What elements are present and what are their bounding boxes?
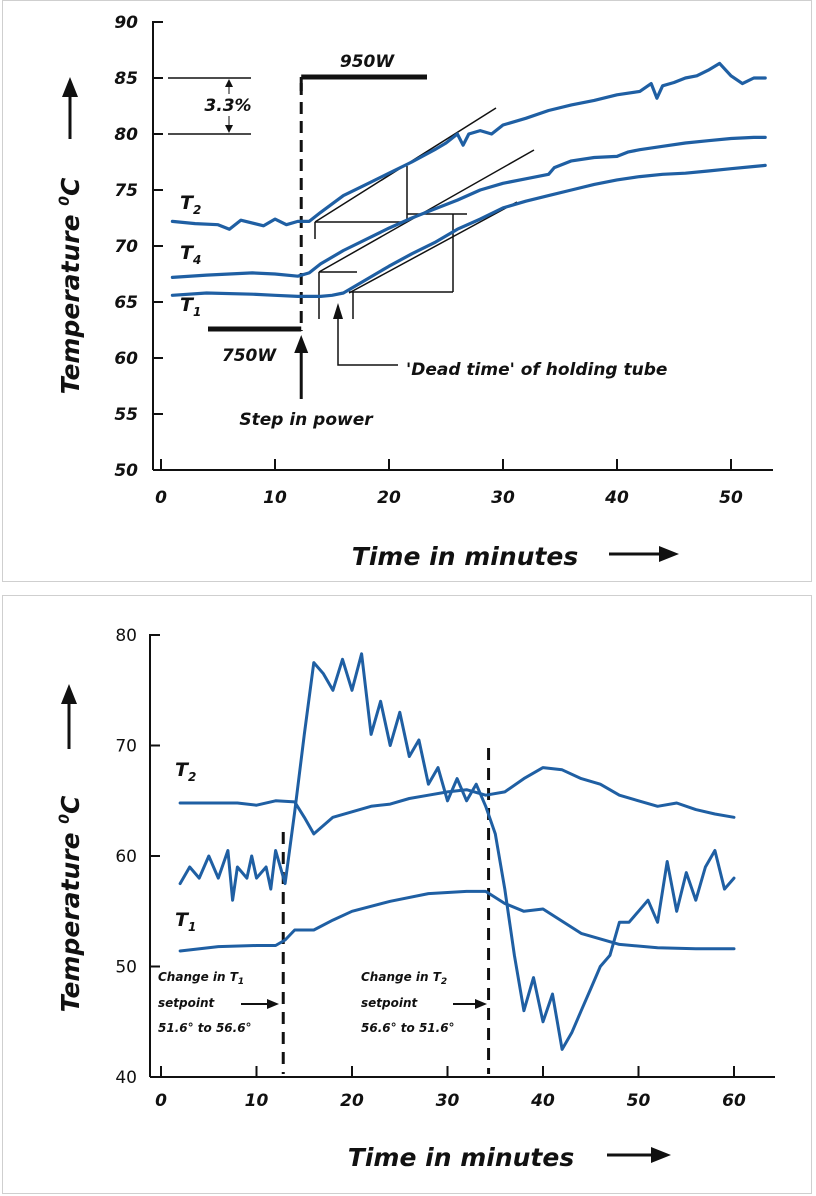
band-arrow-up	[225, 79, 233, 87]
series-label-t2: T2	[175, 759, 196, 784]
step-arrow-head	[294, 335, 309, 353]
dead-time-leader	[337, 319, 398, 366]
x-tick-label: 10	[245, 1091, 269, 1111]
y-axis-arrow-head	[62, 77, 78, 97]
x-axis-title: Time in minutes	[348, 1143, 574, 1172]
change1-line1: Change in T1	[158, 970, 244, 987]
band-label-bg	[199, 94, 257, 116]
y-axis-arrow-head	[61, 684, 77, 704]
setpoint-arrow-1-head	[267, 999, 279, 1009]
x-tick-label: 0	[155, 488, 167, 508]
top-chart-panel: 90 85 80 75 70 65 60 55 50 0 10 20 30 40 50 Time in mi…	[2, 0, 812, 582]
y-tick-label: 70	[114, 237, 138, 257]
dead-time-label: 'Dead time' of holding tube	[406, 360, 667, 380]
y-tick-label: 60	[115, 847, 137, 867]
series-line-t2	[178, 766, 736, 836]
x-tick-label: 0	[155, 1091, 167, 1111]
y-tick-label: 50	[114, 461, 138, 481]
y-tick-label: 75	[114, 181, 138, 201]
y-tick-label: 85	[114, 69, 138, 89]
y-tick-label: 70	[115, 737, 137, 757]
change2-line2: setpoint	[361, 996, 419, 1010]
x-tick-label: 40	[604, 488, 629, 508]
change2-line1: Change in T2	[361, 970, 447, 987]
y-axis-title: Temperature 0C	[56, 177, 85, 394]
y-tick-label: 80	[115, 626, 137, 646]
x-tick-label: 50	[719, 488, 743, 508]
x-tick-label: 30	[436, 1091, 460, 1111]
band-arrow-down	[225, 125, 233, 133]
y-tick-label: 80	[114, 125, 138, 145]
x-tick-label: 40	[530, 1091, 555, 1111]
power-low-label: 750W	[222, 346, 277, 366]
y-tick-label: 50	[115, 958, 137, 978]
step-label: Step in power	[239, 410, 374, 430]
y-tick-label: 40	[115, 1068, 137, 1088]
y-tick-label: 60	[114, 349, 138, 369]
x-tick-label: 20	[340, 1091, 364, 1111]
series-line-t2	[170, 61, 767, 231]
x-tick-label: 50	[627, 1091, 651, 1111]
y-axis-title: Temperature 0C	[56, 795, 85, 1012]
tangent-t1	[348, 201, 518, 294]
power-high-label: 950W	[340, 52, 395, 72]
x-tick-label: 20	[377, 488, 401, 508]
x-tick-label: 30	[491, 488, 515, 508]
x-axis-arrow-head	[651, 1147, 671, 1163]
bottom-chart: 80 70 60 50 40 0 10 20 30 40 50 60 Time in minutes T…	[56, 626, 775, 1172]
change1-line3: 51.6° to 56.6°	[158, 1021, 252, 1035]
band-label: 3.3%	[204, 96, 251, 116]
x-tick-label: 60	[722, 1091, 746, 1111]
change2-line3: 56.6° to 51.6°	[361, 1021, 455, 1035]
series-label-t1: T1	[175, 909, 196, 934]
bottom-chart-panel: 80 70 60 50 40 0 10 20 30 40 50 60 Time in minutes T…	[2, 595, 812, 1194]
series-label-t2: T2	[180, 192, 201, 217]
x-axis-title: Time in minutes	[352, 542, 578, 571]
x-axis-arrow-head	[659, 546, 679, 562]
dead-time-arrow-head	[333, 303, 343, 319]
change1-line2: setpoint	[158, 996, 216, 1010]
setpoint-arrow-2-head	[475, 999, 487, 1009]
series-line-controller-output	[178, 652, 736, 1051]
series-label-t1: T1	[180, 294, 201, 319]
series-label-t4: T4	[180, 242, 201, 267]
series-line-t1	[178, 889, 736, 953]
series-line-t4	[170, 135, 767, 279]
series-line-t1	[170, 163, 767, 298]
top-chart: 90 85 80 75 70 65 60 55 50 0 10 20 30 40 50 Time in mi…	[56, 13, 773, 571]
x-tick-label: 10	[263, 488, 287, 508]
y-tick-label: 55	[114, 405, 138, 425]
y-tick-label: 90	[114, 13, 138, 33]
y-tick-label: 65	[114, 293, 138, 313]
